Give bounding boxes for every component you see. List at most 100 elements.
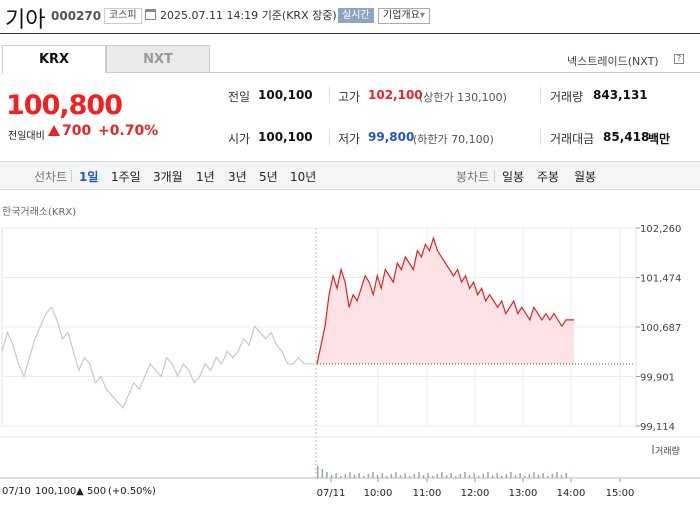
volume-bar bbox=[487, 472, 489, 478]
volume-bar bbox=[519, 473, 521, 478]
volume-bar bbox=[514, 475, 517, 478]
period-monthly[interactable]: 월봉 bbox=[574, 170, 597, 184]
open-value: 100,100 bbox=[258, 130, 313, 144]
period-5y[interactable]: 5년 bbox=[259, 170, 278, 184]
volume-bar bbox=[459, 474, 462, 478]
volume-bar bbox=[321, 469, 324, 478]
volume-bar bbox=[390, 474, 393, 478]
volume-bar bbox=[409, 476, 411, 478]
volume-bar bbox=[404, 473, 406, 478]
tab-nxt[interactable]: NXT bbox=[106, 45, 210, 73]
stock-name: 기아 bbox=[5, 8, 46, 33]
volume-bar bbox=[335, 473, 337, 478]
stat-divider bbox=[540, 129, 541, 145]
volume-bar bbox=[432, 476, 434, 478]
volume-bar bbox=[491, 475, 494, 478]
volume-bar bbox=[501, 476, 503, 478]
tab-krx[interactable]: KRX bbox=[2, 45, 106, 73]
volume-bar bbox=[367, 474, 370, 478]
volume-bar bbox=[358, 473, 360, 478]
stat-divider bbox=[329, 129, 330, 145]
period-bar bbox=[0, 161, 700, 190]
period-3y[interactable]: 3년 bbox=[228, 170, 247, 184]
volume-bar bbox=[445, 475, 448, 478]
volume-bar bbox=[372, 472, 374, 478]
volume-bar bbox=[505, 474, 508, 478]
high-value: 102,100 bbox=[368, 88, 423, 102]
volume-bar bbox=[556, 472, 558, 478]
volume-bar bbox=[547, 476, 549, 478]
volume-bar bbox=[413, 474, 416, 478]
volume-bar bbox=[399, 475, 402, 478]
y-tick-label: 100,687 bbox=[640, 323, 681, 334]
volume-bar bbox=[560, 475, 563, 478]
period-3m[interactable]: 3개월 bbox=[153, 170, 183, 184]
period-weekly[interactable]: 주봉 bbox=[537, 170, 560, 184]
volume-bar bbox=[551, 474, 554, 478]
volume-bar bbox=[478, 476, 480, 478]
volume-bar bbox=[533, 472, 535, 478]
y-tick-label: 101,474 bbox=[640, 273, 681, 284]
period-1y[interactable]: 1년 bbox=[196, 170, 215, 184]
x-tick-label: 11:00 bbox=[413, 488, 442, 499]
volume-bar bbox=[565, 473, 567, 478]
volume-bar bbox=[340, 476, 342, 478]
high-label: 고가 bbox=[338, 90, 361, 104]
prev-close-value: 100,100 bbox=[258, 88, 313, 102]
volume-bar bbox=[450, 473, 452, 478]
x-tick-label: 14:00 bbox=[557, 488, 586, 499]
volume-bar bbox=[386, 476, 388, 478]
trade-amount-unit: 백만 bbox=[648, 132, 671, 146]
volume-bar bbox=[482, 474, 485, 478]
volume-bar bbox=[326, 472, 328, 478]
help-icon[interactable]: ? bbox=[674, 54, 684, 64]
prev-day-change: 500 bbox=[87, 486, 107, 497]
volume-bar bbox=[349, 472, 351, 478]
volume-bar bbox=[418, 472, 420, 478]
calendar-icon bbox=[145, 9, 156, 20]
header-divider bbox=[0, 33, 700, 34]
period-1d[interactable]: 1일 bbox=[79, 170, 99, 184]
volume-bar bbox=[330, 475, 333, 478]
x-tick-label: 10:00 bbox=[364, 488, 393, 499]
volume-bar bbox=[473, 473, 475, 478]
volume-bar bbox=[353, 475, 356, 478]
nxt-trade-link[interactable]: 넥스트레이드(NXT) bbox=[567, 55, 659, 68]
low-label: 저가 bbox=[338, 132, 361, 146]
y-tick-label: 99,114 bbox=[640, 422, 675, 433]
volume-value: 843,131 bbox=[593, 88, 648, 102]
line-chart-label: 선차트 bbox=[34, 170, 68, 184]
volume-bar bbox=[436, 474, 439, 478]
period-10y[interactable]: 10년 bbox=[290, 170, 317, 184]
stat-divider bbox=[329, 87, 330, 103]
x-tick-label: 13:00 bbox=[509, 488, 538, 499]
market-badge: 코스피 bbox=[104, 8, 142, 24]
period-daily[interactable]: 일봉 bbox=[502, 170, 525, 184]
volume-bar bbox=[363, 476, 365, 478]
y-tick-label: 102,260 bbox=[640, 224, 681, 235]
period-1w[interactable]: 1주일 bbox=[111, 170, 141, 184]
realtime-badge[interactable]: 실시간 bbox=[338, 8, 374, 23]
today-series-line bbox=[316, 236, 574, 365]
x-tick-label: 15:00 bbox=[606, 488, 635, 499]
period-divider bbox=[71, 170, 72, 182]
current-price: 100,800 bbox=[6, 90, 123, 121]
open-label: 시가 bbox=[228, 132, 251, 146]
candle-chart-label: 봉차트 bbox=[456, 170, 490, 184]
volume-bar bbox=[317, 466, 319, 478]
volume-bar bbox=[468, 475, 471, 478]
timestamp: 2025.07.11 14:19 기준(KRX 장중) bbox=[160, 7, 337, 23]
prev-day-change-pct: (+0.50%) bbox=[108, 486, 156, 497]
change-label: 전일대비 bbox=[8, 131, 45, 142]
up-triangle-icon bbox=[48, 125, 60, 136]
volume-bar bbox=[422, 475, 425, 478]
prev-day-close: 100,100 bbox=[35, 486, 77, 497]
change-percent: +0.70% bbox=[98, 123, 159, 139]
volume-bar bbox=[441, 472, 443, 478]
volume-bar bbox=[524, 476, 526, 478]
lower-limit: (하한가 70,100) bbox=[413, 133, 494, 146]
volume-bar bbox=[376, 475, 379, 478]
company-overview-button[interactable]: 기업개요▾ bbox=[378, 8, 430, 24]
volume-legend: 거래량 bbox=[655, 447, 680, 457]
